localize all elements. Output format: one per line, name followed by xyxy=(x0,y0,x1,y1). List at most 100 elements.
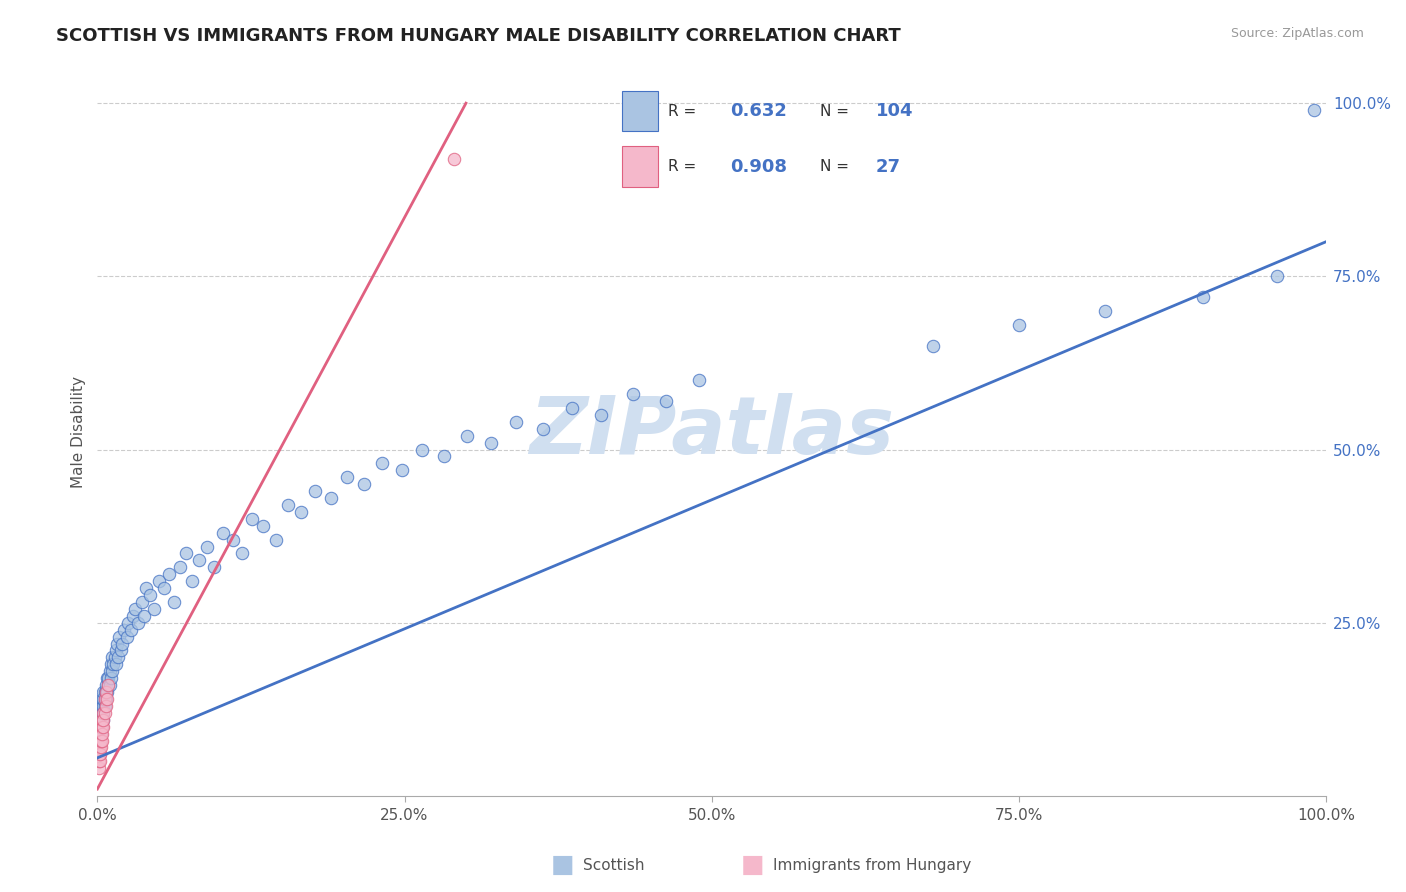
Text: Source: ZipAtlas.com: Source: ZipAtlas.com xyxy=(1230,27,1364,40)
Point xyxy=(162,595,184,609)
Point xyxy=(115,630,138,644)
Text: Immigrants from Hungary: Immigrants from Hungary xyxy=(773,858,972,872)
Point xyxy=(89,755,111,769)
Point xyxy=(90,713,112,727)
Point xyxy=(94,685,117,699)
Point xyxy=(104,657,127,672)
Point xyxy=(93,685,115,699)
Point xyxy=(87,747,110,762)
Point xyxy=(87,713,110,727)
Point xyxy=(621,387,644,401)
Point xyxy=(240,512,263,526)
Point xyxy=(93,698,115,713)
Point xyxy=(100,657,122,672)
Point xyxy=(174,547,197,561)
Point xyxy=(531,422,554,436)
Point xyxy=(127,615,149,630)
Point xyxy=(93,692,115,706)
Point xyxy=(89,720,111,734)
Point xyxy=(89,747,111,762)
Point xyxy=(139,588,162,602)
Text: 104: 104 xyxy=(876,102,914,120)
Point xyxy=(221,533,243,547)
Point xyxy=(1302,103,1324,117)
Point xyxy=(94,698,117,713)
Point xyxy=(89,747,111,762)
FancyBboxPatch shape xyxy=(621,91,658,131)
Point xyxy=(89,733,111,747)
Point xyxy=(96,692,118,706)
Point xyxy=(336,470,359,484)
Text: N =: N = xyxy=(820,159,849,174)
Point xyxy=(103,650,125,665)
Point xyxy=(90,726,112,740)
Point xyxy=(122,608,145,623)
Point xyxy=(479,435,502,450)
Text: SCOTTISH VS IMMIGRANTS FROM HUNGARY MALE DISABILITY CORRELATION CHART: SCOTTISH VS IMMIGRANTS FROM HUNGARY MALE… xyxy=(56,27,901,45)
Point xyxy=(90,720,112,734)
Point xyxy=(87,755,110,769)
Point xyxy=(1192,290,1215,304)
Point xyxy=(90,698,112,713)
Point xyxy=(90,720,112,734)
Point xyxy=(91,713,114,727)
Text: R =: R = xyxy=(668,159,696,174)
Point xyxy=(111,636,134,650)
Point xyxy=(97,678,120,692)
Point xyxy=(591,408,613,422)
Point xyxy=(688,373,710,387)
Point xyxy=(87,726,110,740)
Point xyxy=(1008,318,1031,332)
Point xyxy=(124,602,146,616)
Point xyxy=(104,643,127,657)
Point xyxy=(93,706,115,720)
Point xyxy=(921,338,943,352)
Point xyxy=(135,581,157,595)
Point xyxy=(100,671,122,685)
Point xyxy=(252,518,274,533)
Point xyxy=(142,602,165,616)
Text: N =: N = xyxy=(820,103,849,119)
Point xyxy=(443,152,465,166)
Point xyxy=(110,643,132,657)
Point xyxy=(108,630,131,644)
Point xyxy=(90,740,112,755)
Point xyxy=(411,442,433,457)
Point xyxy=(353,477,375,491)
Point xyxy=(181,574,204,589)
Point xyxy=(87,720,110,734)
Point xyxy=(433,450,456,464)
Point xyxy=(561,401,583,415)
Point xyxy=(277,498,299,512)
Text: 27: 27 xyxy=(876,158,901,176)
Point xyxy=(91,692,114,706)
Point xyxy=(93,720,115,734)
Point xyxy=(211,525,233,540)
Point xyxy=(91,720,114,734)
Point xyxy=(93,685,115,699)
Point xyxy=(94,678,117,692)
Point xyxy=(97,671,120,685)
Point xyxy=(655,394,678,409)
Point xyxy=(91,706,114,720)
Point xyxy=(90,726,112,740)
Point xyxy=(93,692,115,706)
Point xyxy=(93,706,115,720)
Point xyxy=(91,733,114,747)
FancyBboxPatch shape xyxy=(621,146,658,187)
Text: ■: ■ xyxy=(741,854,763,877)
Y-axis label: Male Disability: Male Disability xyxy=(72,376,86,488)
Point xyxy=(117,615,139,630)
Point xyxy=(195,540,218,554)
Point xyxy=(89,740,111,755)
Point xyxy=(188,553,211,567)
Point xyxy=(94,692,117,706)
Point xyxy=(87,761,110,775)
Point xyxy=(231,547,253,561)
Point xyxy=(107,650,129,665)
Point xyxy=(89,733,111,747)
Point xyxy=(103,657,125,672)
Point xyxy=(93,713,115,727)
Text: R =: R = xyxy=(668,103,696,119)
Point xyxy=(91,726,114,740)
